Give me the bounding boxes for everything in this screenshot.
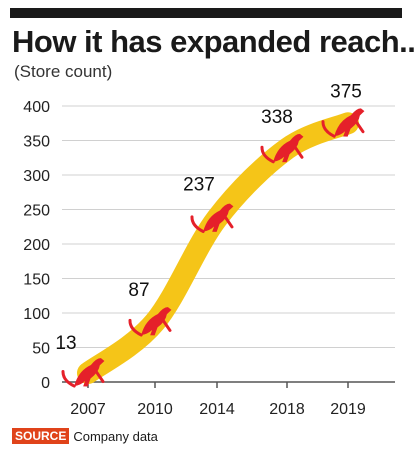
top-rule [10,8,402,18]
data-label: 13 [55,333,76,354]
x-tick-label: 2010 [137,401,173,418]
y-tick-label: 400 [23,99,50,116]
x-tick-label: 2018 [269,401,305,418]
y-tick-label: 200 [23,237,50,254]
y-tick-label: 150 [23,272,50,289]
x-tick-label: 2019 [330,401,366,418]
y-tick-label: 350 [23,134,50,151]
data-label: 375 [330,81,362,102]
source-note: SOURCE Company data [12,428,158,444]
x-tick-label: 2007 [70,401,106,418]
y-tick-label: 250 [23,203,50,220]
chart-title: How it has expanded reach... [12,24,414,59]
data-label: 237 [183,174,215,195]
y-tick-label: 50 [32,341,50,358]
x-tick-label: 2014 [199,401,235,418]
data-label: 87 [128,280,149,301]
puma-icon [128,307,172,337]
puma-icon [260,133,304,164]
y-tick-label: 100 [23,306,50,323]
y-tick-label: 0 [41,375,50,392]
data-label: 338 [261,107,293,128]
chart-subtitle: (Store count) [14,62,113,81]
source-badge: SOURCE [12,428,70,444]
y-tick-label: 300 [23,168,50,185]
series-band [77,112,359,385]
puma-icon [190,203,234,234]
puma-icon [61,358,105,388]
store-count-chart: 0 50 100 150 200 250 300 350 400 2007 2010 2014 2018… [23,81,395,418]
puma-icon [321,108,365,138]
source-text: Company data [73,428,158,444]
